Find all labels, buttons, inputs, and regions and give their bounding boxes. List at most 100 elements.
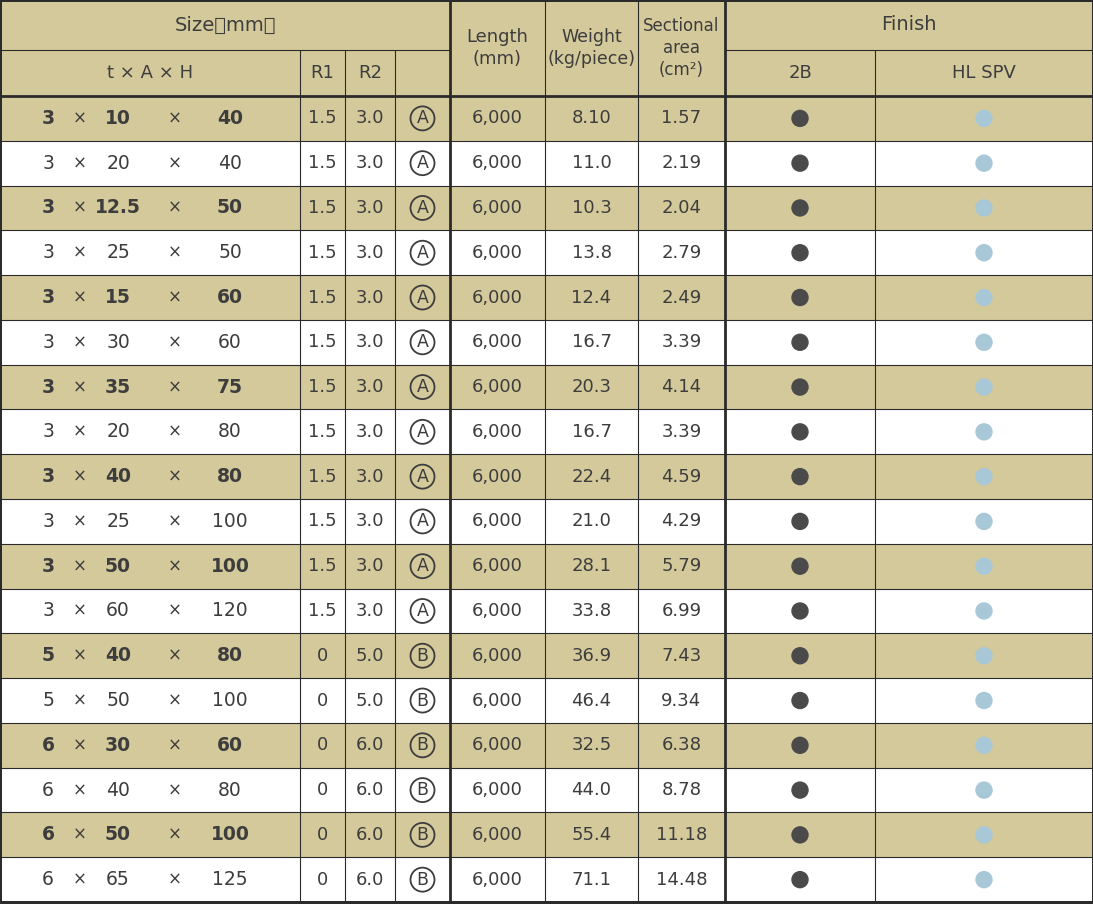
Bar (875, 50, 1093, 96)
Bar (395, 96, 450, 140)
Text: 1.5: 1.5 (308, 244, 337, 262)
Bar (450, 410, 545, 454)
Bar (545, 767, 638, 813)
Text: 25: 25 (106, 243, 130, 262)
Bar (638, 96, 725, 140)
Bar (450, 454, 545, 499)
Text: 2.49: 2.49 (661, 288, 702, 306)
Text: 6: 6 (42, 736, 55, 755)
Text: 6.38: 6.38 (661, 737, 702, 755)
Bar (299, 186, 345, 230)
Text: A: A (416, 333, 428, 352)
Text: 13.8: 13.8 (572, 244, 611, 262)
Bar (0, 499, 299, 544)
Circle shape (792, 514, 808, 529)
Bar (395, 767, 450, 813)
Bar (299, 499, 345, 544)
Bar (725, 320, 875, 365)
Text: 50: 50 (219, 243, 242, 262)
Text: A: A (416, 557, 428, 575)
Text: 1.57: 1.57 (661, 110, 702, 128)
Text: 21.0: 21.0 (572, 513, 611, 530)
Text: Sectional
area
(cm²): Sectional area (cm²) (644, 17, 719, 79)
Text: 6,000: 6,000 (472, 781, 522, 799)
Circle shape (976, 245, 992, 261)
Text: 1.5: 1.5 (308, 110, 337, 128)
Text: ×: × (73, 467, 87, 486)
Circle shape (792, 155, 808, 171)
Bar (299, 813, 345, 857)
Bar (875, 633, 1093, 678)
Text: A: A (416, 288, 428, 306)
Bar (0, 96, 299, 140)
Text: ×: × (168, 288, 181, 306)
Text: ×: × (168, 826, 181, 843)
Text: 125: 125 (212, 870, 248, 889)
Text: 16.7: 16.7 (572, 333, 611, 352)
Text: ×: × (73, 647, 87, 665)
Bar (0, 813, 299, 857)
Text: 5: 5 (42, 691, 54, 710)
Bar (0, 633, 299, 678)
Bar (395, 723, 450, 767)
Text: 3: 3 (42, 288, 55, 307)
Bar (299, 410, 345, 454)
Bar (638, 275, 725, 320)
Circle shape (976, 648, 992, 664)
Text: 6,000: 6,000 (472, 154, 522, 172)
Bar (395, 275, 450, 320)
Text: t × A × H: t × A × H (107, 64, 193, 82)
Text: 6,000: 6,000 (472, 244, 522, 262)
Text: 0: 0 (317, 737, 328, 755)
Text: 35: 35 (105, 378, 131, 397)
Bar (875, 365, 1093, 410)
Bar (0, 230, 299, 275)
Text: 40: 40 (105, 646, 131, 665)
Bar (725, 410, 875, 454)
Bar (638, 857, 725, 902)
Bar (638, 365, 725, 410)
Bar (638, 454, 725, 499)
Bar (545, 230, 638, 275)
Text: 40: 40 (218, 109, 243, 128)
Text: Weight
(kg/piece): Weight (kg/piece) (548, 28, 635, 68)
Text: ×: × (168, 557, 181, 575)
Bar (345, 230, 395, 275)
Circle shape (792, 737, 808, 753)
Text: 40: 40 (219, 154, 242, 173)
Text: 3.0: 3.0 (355, 423, 385, 441)
Text: 3.39: 3.39 (661, 423, 702, 441)
Bar (0, 410, 299, 454)
Bar (299, 140, 345, 186)
Bar (0, 320, 299, 365)
Bar (395, 544, 450, 589)
Text: 28.1: 28.1 (572, 557, 611, 575)
Text: R1: R1 (310, 64, 334, 82)
Text: 4.29: 4.29 (661, 513, 702, 530)
Bar (395, 813, 450, 857)
Text: ×: × (168, 602, 181, 620)
Bar (450, 678, 545, 723)
Bar (875, 499, 1093, 544)
Bar (450, 140, 545, 186)
Bar (638, 140, 725, 186)
Bar (395, 857, 450, 902)
Circle shape (792, 200, 808, 216)
Text: ×: × (168, 781, 181, 799)
Bar (545, 678, 638, 723)
Text: 3: 3 (42, 512, 54, 531)
Text: 1.5: 1.5 (308, 557, 337, 575)
Bar (638, 320, 725, 365)
Bar (875, 589, 1093, 633)
Text: ×: × (73, 423, 87, 441)
Bar (725, 275, 875, 320)
Bar (545, 275, 638, 320)
Bar (875, 544, 1093, 589)
Text: ×: × (73, 826, 87, 843)
Bar (638, 186, 725, 230)
Text: 100: 100 (212, 512, 248, 531)
Text: ×: × (168, 467, 181, 486)
Bar (725, 544, 875, 589)
Bar (299, 767, 345, 813)
Bar (345, 454, 395, 499)
